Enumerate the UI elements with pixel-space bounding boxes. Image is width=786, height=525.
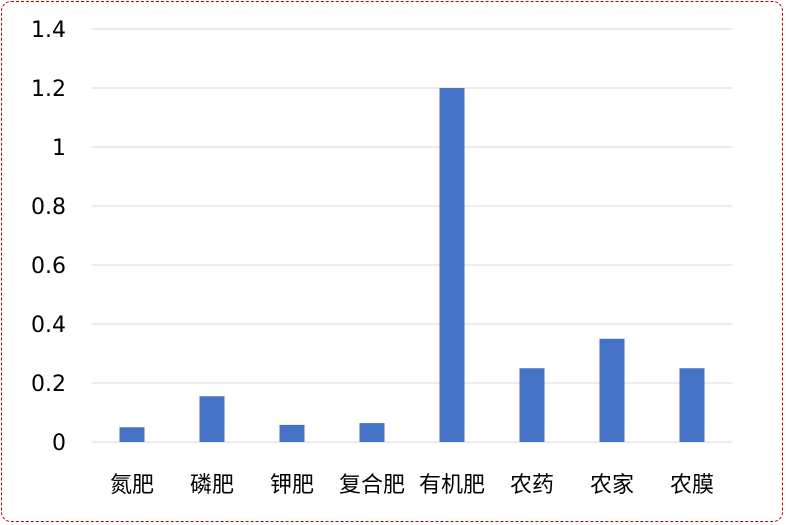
y-tick-label: 1.4: [31, 18, 66, 43]
y-tick-label: 1: [52, 136, 66, 161]
x-tick-label: 农家: [590, 473, 634, 498]
bar-5: [519, 368, 545, 442]
x-tick-label: 农膜: [670, 473, 714, 498]
y-tick-label: 1.2: [31, 77, 66, 102]
x-tick-label: 磷肥: [190, 473, 234, 498]
bar-2: [279, 424, 305, 442]
y-tick-label: 0: [52, 431, 66, 456]
bar-3: [359, 423, 385, 442]
bar-1: [199, 396, 225, 442]
bar-0: [119, 427, 145, 442]
x-tick-label: 复合肥: [339, 473, 405, 498]
y-tick-label: 0.8: [31, 195, 66, 220]
x-tick-label: 氮肥: [110, 473, 154, 498]
y-tick-label: 0.4: [31, 313, 66, 338]
x-tick-label: 有机肥: [419, 473, 485, 498]
y-tick-label: 0.6: [31, 254, 66, 279]
y-tick-label: 0.2: [31, 372, 66, 397]
bar-6: [599, 338, 625, 442]
x-tick-label: 钾肥: [270, 473, 314, 498]
bar-7: [679, 368, 705, 442]
bar-4: [439, 88, 465, 442]
x-tick-label: 农药: [510, 473, 554, 498]
